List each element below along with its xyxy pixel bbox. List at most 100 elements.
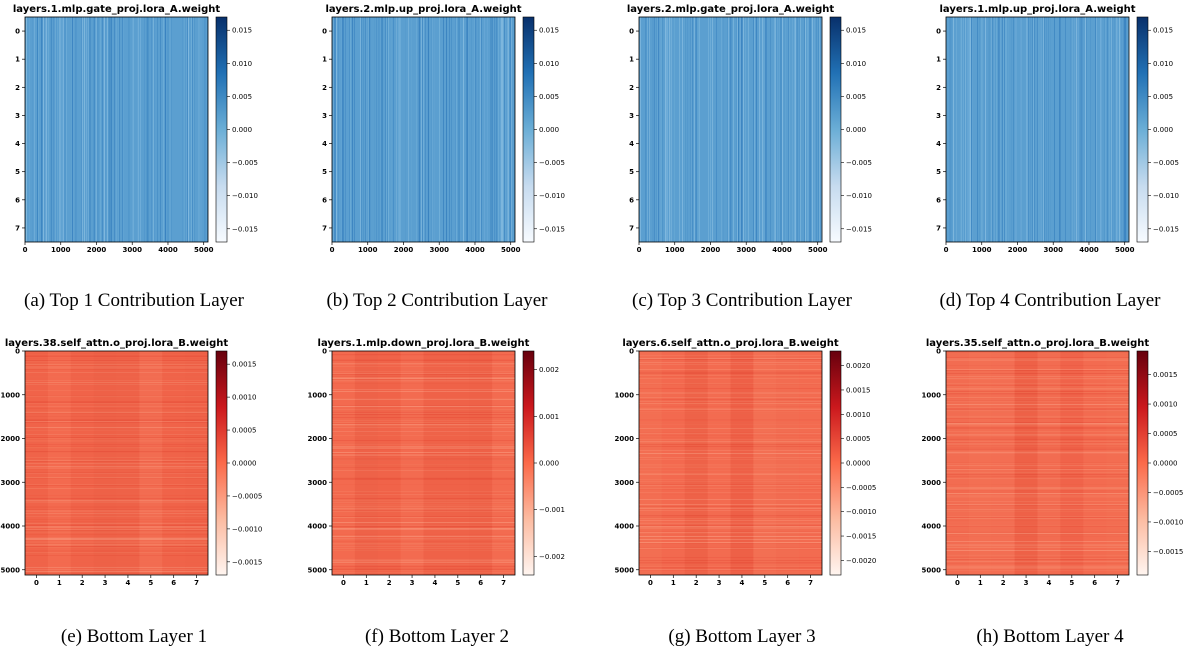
heatmap-column: [493, 17, 494, 242]
heatmap-column: [1008, 17, 1009, 242]
x-tick-label: 0: [341, 579, 346, 587]
heatmap-row: [332, 409, 515, 410]
axes-frame: [638, 16, 823, 243]
heatmap-cells: [26, 17, 208, 242]
heatmap-column: [422, 17, 423, 242]
heatmap-column: [104, 17, 105, 242]
y-tick-label: 3: [15, 112, 20, 120]
heatmap-row: [332, 508, 515, 509]
heatmap-column: [740, 17, 741, 242]
heatmap-column: [982, 17, 983, 242]
heatmap-row: [25, 541, 208, 542]
x-tick-label: 0: [23, 246, 28, 254]
heatmap-column: [90, 17, 91, 242]
heatmap-column: [658, 17, 659, 242]
heatmap-row: [25, 529, 208, 530]
heatmap-row: [25, 353, 208, 354]
heatmap-row: [25, 509, 208, 510]
heatmap-row: [946, 357, 1129, 358]
colorbar-tick-label: 0.015: [846, 27, 866, 35]
heatmap-row: [639, 488, 822, 489]
heatmap-row: [946, 511, 1129, 512]
heatmap-row: [946, 423, 1129, 424]
heatmap-row: [332, 570, 515, 571]
x-tick-label: 1: [57, 579, 62, 587]
panel-title: layers.6.self_attn.o_proj.lora_B.weight: [622, 338, 839, 349]
heatmap-row: [25, 542, 208, 543]
heatmap-row: [639, 506, 822, 507]
heatmap-row: [946, 442, 1129, 443]
heatmap-row: [25, 523, 208, 524]
heatmap-row: [332, 440, 515, 441]
heatmap-column: [133, 17, 134, 242]
heatmap-row: [25, 463, 208, 464]
x-tick-label: 3: [103, 579, 108, 587]
heatmap-row: [25, 530, 208, 531]
heatmap-column: [396, 17, 397, 242]
axes-frame: [331, 350, 516, 576]
y-tick-label: 2: [15, 84, 20, 92]
heatmap-row: [946, 525, 1129, 526]
heatmap-column: [731, 17, 732, 242]
heatmap-column: [662, 17, 663, 242]
heatmap-row: [946, 510, 1129, 511]
heatmap-column: [805, 17, 806, 242]
heatmap-column: [427, 17, 428, 242]
heatmap-row: [25, 469, 208, 470]
colorbar: [1136, 350, 1149, 576]
heatmap-row: [946, 455, 1129, 456]
heatmap-column: [354, 17, 355, 242]
heatmap-column: [1016, 17, 1017, 242]
panel-title: layers.2.mlp.up_proj.lora_A.weight: [325, 4, 521, 15]
colorbar-tick-label: 0.0000: [232, 460, 257, 468]
heatmap-row: [25, 397, 208, 398]
heatmap-column: [64, 17, 65, 242]
heatmap-row: [332, 525, 515, 526]
heatmap-column: [1117, 17, 1118, 242]
heatmap-row: [639, 473, 822, 474]
heatmap-column: [471, 17, 472, 242]
heatmap-column: [361, 17, 362, 242]
colorbar-tick-label: 0.000: [1153, 126, 1173, 134]
colorbar-tick-label: −0.005: [846, 159, 872, 167]
heatmap-column: [1096, 17, 1097, 242]
heatmap-column: [1030, 17, 1031, 242]
heatmap-row: [332, 460, 515, 461]
x-tick-label: 5000: [808, 246, 828, 254]
heatmap-row: [25, 365, 208, 366]
heatmap-row: [639, 437, 822, 438]
heatmap-row: [25, 527, 208, 528]
heatmap-column: [808, 17, 809, 242]
heatmap-column: [487, 17, 488, 242]
colorbar: [215, 16, 228, 243]
heatmap-row: [946, 360, 1129, 361]
colorbar-tick-label: −0.0020: [846, 557, 876, 565]
heatmap-row: [25, 567, 208, 568]
heatmap-column: [968, 17, 969, 242]
heatmap-column: [84, 17, 85, 242]
heatmap-row: [332, 383, 515, 384]
heatmap-row: [639, 375, 822, 376]
heatmap-row: [332, 414, 515, 415]
heatmap-column: [416, 17, 417, 242]
heatmap-row: [946, 479, 1129, 480]
heatmap-column: [794, 17, 795, 242]
heatmap-row: [332, 512, 515, 513]
heatmap-column: [1090, 17, 1091, 242]
heatmap-row: [946, 495, 1129, 496]
heatmap-column: [369, 17, 370, 242]
heatmap-row: [25, 532, 208, 533]
heatmap-column: [956, 17, 957, 242]
x-tick-label: 2000: [87, 246, 107, 254]
heatmap-column: [147, 17, 148, 242]
y-tick-label: 2: [322, 84, 327, 92]
heatmap-column: [96, 17, 97, 242]
heatmap-band: [946, 351, 969, 575]
heatmap-row: [332, 375, 515, 376]
heatmap-column: [76, 17, 77, 242]
heatmap-row: [639, 467, 822, 468]
heatmap-column: [736, 17, 737, 242]
heatmap-row: [639, 393, 822, 394]
heatmap-row: [25, 571, 208, 572]
heatmap-column: [657, 17, 658, 242]
